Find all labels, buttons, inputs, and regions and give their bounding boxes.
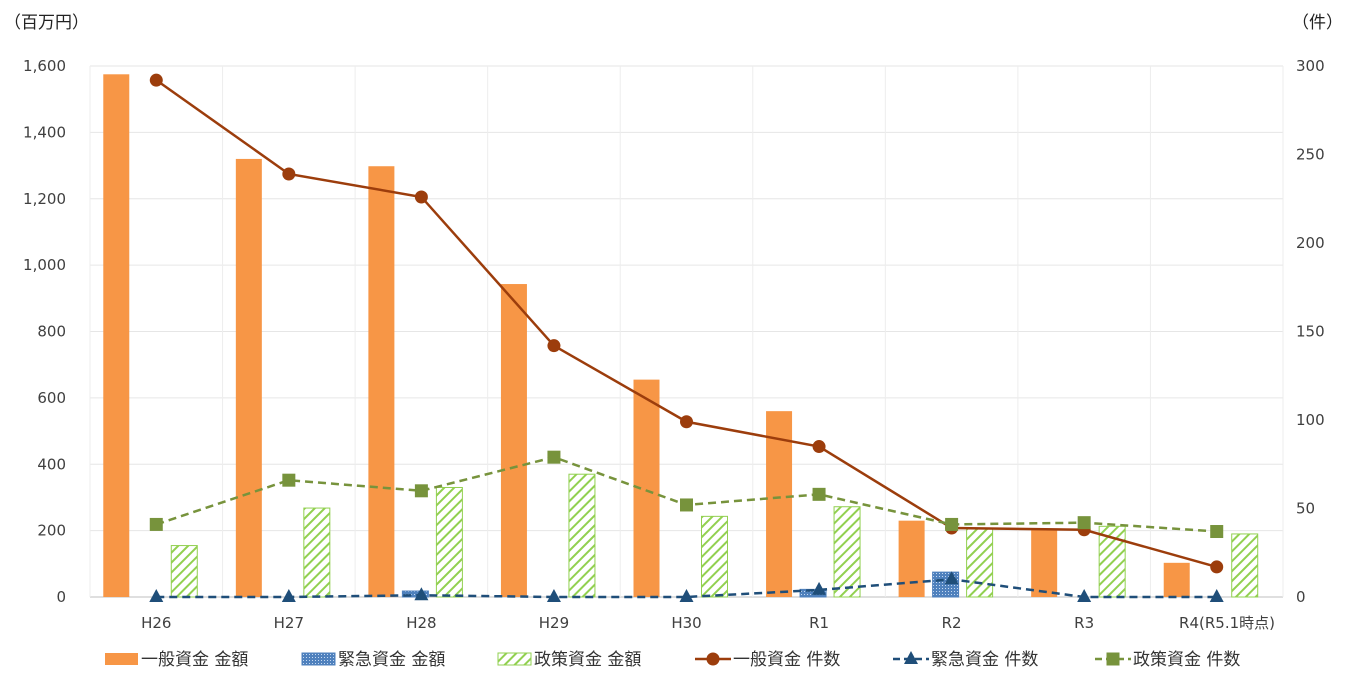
bar-1-R4(R5.1時点) bbox=[1163, 562, 1190, 597]
axes: 0 200 400 600 800 1,000 1,200 1,400 1,600 0 50 100 1… bbox=[23, 57, 1325, 632]
bar-1-H26 bbox=[103, 74, 130, 597]
legend-swatch-bar-2 bbox=[301, 652, 336, 666]
bar-1-R2 bbox=[898, 520, 925, 597]
bar-1-R1 bbox=[766, 411, 793, 597]
legend: 一般資金 金額 緊急資金 金額 政策資金 金額 一般資金 件数 緊急資金 件数 政策資金 … bbox=[105, 650, 1240, 670]
legend-marker-1 bbox=[706, 652, 720, 666]
x-tick-label: R3 bbox=[1074, 614, 1094, 632]
line-point-1 bbox=[149, 73, 163, 87]
y-left-tick-label: 1,200 bbox=[23, 190, 66, 208]
y-right-tick-label: 200 bbox=[1296, 234, 1325, 252]
line-series-2 bbox=[156, 578, 1217, 599]
line-point-2 bbox=[944, 571, 959, 585]
line-point-3 bbox=[812, 487, 826, 501]
y-right-tick-label: 300 bbox=[1296, 57, 1325, 75]
y-left-tick-label: 400 bbox=[37, 455, 66, 473]
line-point-2 bbox=[679, 589, 694, 602]
y-left-tick-label: 800 bbox=[37, 323, 66, 341]
y-left-tick-label: 600 bbox=[37, 389, 66, 407]
x-tick-label: R2 bbox=[942, 614, 962, 632]
y-right-tick-label: 50 bbox=[1296, 500, 1315, 518]
legend-label-bar-3: 政策資金 金額 bbox=[534, 650, 641, 670]
x-tick-label: H27 bbox=[274, 614, 304, 632]
line-point-2 bbox=[1077, 589, 1092, 602]
y-right-tick-label: 150 bbox=[1296, 323, 1325, 341]
x-tick-label: R4(R5.1時点) bbox=[1179, 614, 1275, 632]
y-right-tick-label: 250 bbox=[1296, 146, 1325, 164]
lines bbox=[149, 73, 1224, 602]
legend-marker-2 bbox=[904, 651, 918, 664]
bar-2-H28 bbox=[401, 590, 429, 598]
line-point-2 bbox=[149, 589, 164, 602]
bar-1-H29 bbox=[500, 284, 527, 597]
bar-1-H27 bbox=[235, 158, 262, 598]
y-left-tick-label: 200 bbox=[37, 522, 66, 540]
right-axis-unit: （件） bbox=[1292, 13, 1343, 33]
bar-3-H30 bbox=[701, 515, 728, 598]
line-point-1 bbox=[547, 339, 561, 353]
y-left-tick-label: 1,000 bbox=[23, 256, 66, 274]
left-axis-unit: （百万円） bbox=[4, 13, 89, 33]
bar-3-R1 bbox=[833, 506, 861, 598]
y-right-tick-label: 100 bbox=[1296, 411, 1325, 429]
line-point-3 bbox=[945, 517, 959, 531]
bar-2-R2 bbox=[932, 571, 960, 598]
line-point-3 bbox=[149, 517, 163, 531]
line-point-2 bbox=[281, 589, 296, 602]
legend-swatch-bar-3 bbox=[497, 652, 532, 666]
x-tick-label: R1 bbox=[809, 614, 829, 632]
line-point-1 bbox=[1210, 560, 1224, 574]
legend-label-bar-2: 緊急資金 金額 bbox=[338, 650, 445, 670]
x-tick-label: H26 bbox=[141, 614, 171, 632]
line-point-1 bbox=[680, 415, 693, 429]
bar-1-H28 bbox=[368, 166, 395, 597]
x-tick-label: H29 bbox=[539, 614, 569, 632]
bar-3-H26 bbox=[170, 545, 198, 598]
line-point-1 bbox=[812, 440, 826, 454]
y-left-tick-label: 1,400 bbox=[23, 123, 66, 141]
line-point-3 bbox=[1210, 525, 1224, 539]
legend-marker-3 bbox=[1106, 652, 1120, 666]
line-point-3 bbox=[282, 473, 296, 487]
line-point-2 bbox=[414, 587, 429, 601]
legend-label-line-1: 一般資金 件数 bbox=[733, 650, 840, 670]
bar-3-H28 bbox=[435, 486, 463, 598]
y-left-tick-label: 0 bbox=[56, 588, 66, 606]
y-left-tick-label: 1,600 bbox=[23, 57, 66, 75]
line-series-1 bbox=[155, 79, 1218, 569]
line-point-3 bbox=[680, 498, 693, 512]
bar-3-H29 bbox=[568, 473, 596, 598]
bar-3-R2 bbox=[966, 528, 994, 598]
line-point-2 bbox=[546, 589, 561, 602]
x-tick-label: H30 bbox=[671, 614, 701, 632]
legend-label-line-2: 緊急資金 件数 bbox=[931, 650, 1038, 670]
line-point-2 bbox=[812, 581, 827, 595]
x-tick-label: H28 bbox=[406, 614, 436, 632]
line-point-3 bbox=[414, 484, 428, 498]
legend-label-line-3: 政策資金 件数 bbox=[1133, 650, 1240, 670]
bar-1-R3 bbox=[1031, 529, 1058, 597]
y-right-tick-label: 0 bbox=[1296, 588, 1306, 606]
line-point-3 bbox=[1077, 516, 1091, 530]
grid bbox=[89, 65, 1284, 598]
line-point-1 bbox=[414, 190, 428, 204]
line-point-1 bbox=[282, 167, 296, 181]
bar-3-H27 bbox=[303, 507, 331, 598]
line-point-3 bbox=[547, 450, 561, 464]
legend-label-bar-1: 一般資金 金額 bbox=[141, 650, 248, 670]
bar-3-R4(R5.1時点) bbox=[1231, 533, 1259, 598]
legend-swatch-bar-1 bbox=[105, 653, 138, 665]
line-point-2 bbox=[1209, 589, 1224, 602]
